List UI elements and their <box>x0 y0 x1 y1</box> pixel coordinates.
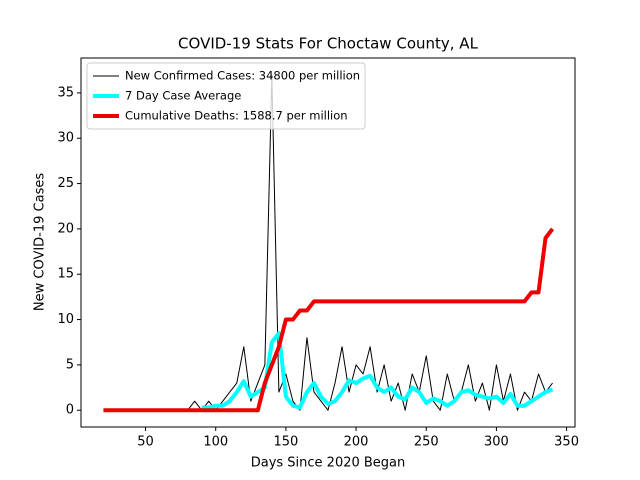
x-tick-label: 200 <box>344 435 369 450</box>
x-tick-label: 250 <box>414 435 439 450</box>
x-tick-label: 300 <box>484 435 509 450</box>
legend-label: New Confirmed Cases: 34800 per million <box>125 69 360 83</box>
x-tick-label: 350 <box>554 435 579 450</box>
y-tick-label: 20 <box>57 221 74 236</box>
series-line <box>103 227 555 413</box>
legend: New Confirmed Cases: 34800 per million 7 … <box>86 62 366 130</box>
y-tick-label: 25 <box>57 176 74 191</box>
chart-title: COVID-19 Stats For Choctaw County, AL <box>178 35 479 53</box>
y-tick-label: 5 <box>66 357 74 372</box>
x-tick-label: 100 <box>203 435 228 450</box>
axes-frame <box>80 57 576 428</box>
x-tick-label: 150 <box>273 435 298 450</box>
x-axis-label: Days Since 2020 Began <box>251 456 406 471</box>
y-tick-label: 15 <box>57 267 74 282</box>
y-tick-label: 30 <box>57 131 74 146</box>
legend-box <box>86 62 366 130</box>
y-tick-label: 0 <box>66 403 74 418</box>
y-tick-label: 10 <box>57 312 74 327</box>
series-line <box>201 331 554 410</box>
x-tick-label: 50 <box>137 435 154 450</box>
y-tick-label: 35 <box>57 85 74 100</box>
legend-label: 7 Day Case Average <box>125 89 241 103</box>
y-axis-label: New COVID-19 Cases <box>33 173 48 311</box>
legend-label: Cumulative Deaths: 1588.7 per million <box>125 109 348 123</box>
